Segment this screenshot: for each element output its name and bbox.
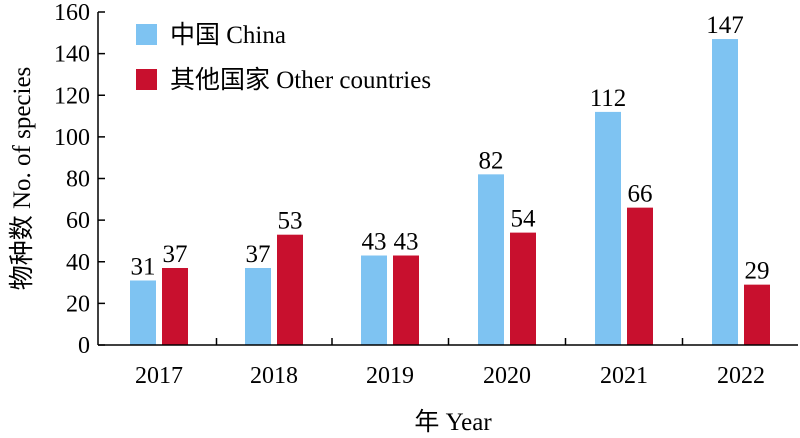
x-axis-ticks: 2017 2018 2019 2020 2021 2022 xyxy=(135,338,765,389)
data-label: 37 xyxy=(246,241,271,268)
data-label: 82 xyxy=(479,147,504,174)
y-tick-label: 160 xyxy=(54,0,90,26)
x-tick-label: 2018 xyxy=(250,363,298,389)
x-tick-label: 2019 xyxy=(366,363,414,389)
data-label: 53 xyxy=(278,208,303,235)
data-label: 43 xyxy=(394,229,419,256)
bar-other-countries xyxy=(510,232,536,345)
bar-china xyxy=(712,39,738,346)
bar-china xyxy=(361,255,387,345)
data-label: 43 xyxy=(362,229,387,256)
bar-other-countries xyxy=(277,234,303,345)
data-labels: 31 37 43 82 112 147 37 53 43 54 66 29 xyxy=(131,12,770,285)
y-axis-ticks: 0 20 40 60 80 100 120 140 160 xyxy=(54,0,105,359)
bars xyxy=(130,39,770,346)
x-axis-title: 年 Year xyxy=(414,408,492,436)
bar-china xyxy=(595,111,621,346)
legend: 中国 China 其他国家 Other countries xyxy=(136,21,431,94)
x-tick-label: 2022 xyxy=(717,363,765,389)
data-label: 66 xyxy=(628,181,653,208)
bar-china xyxy=(245,267,271,345)
x-tick-label: 2021 xyxy=(600,363,648,389)
y-tick-label: 140 xyxy=(54,42,90,68)
x-tick-label: 2020 xyxy=(483,363,531,389)
y-tick-label: 0 xyxy=(78,333,90,359)
y-axis-title: 物种数 No. of species xyxy=(8,67,36,291)
data-label: 29 xyxy=(745,258,770,285)
y-tick-label: 60 xyxy=(66,208,90,234)
y-tick-label: 20 xyxy=(66,291,90,317)
bar-china xyxy=(478,174,504,345)
bar-other-countries xyxy=(162,267,188,345)
legend-swatch xyxy=(136,69,157,90)
y-tick-label: 100 xyxy=(54,125,90,151)
legend-label: 中国 China xyxy=(170,21,286,49)
y-tick-label: 80 xyxy=(66,167,90,193)
data-label: 31 xyxy=(131,253,156,280)
x-tick-label: 2017 xyxy=(135,363,183,389)
data-label: 112 xyxy=(590,85,627,112)
data-label: 147 xyxy=(706,12,744,39)
legend-label: 其他国家 Other countries xyxy=(170,66,431,94)
y-tick-label: 40 xyxy=(66,250,90,276)
data-label: 54 xyxy=(511,206,537,233)
legend-swatch xyxy=(136,24,157,45)
y-tick-label: 120 xyxy=(54,83,90,109)
bar-china xyxy=(130,280,156,345)
bar-other-countries xyxy=(744,284,770,345)
bar-other-countries xyxy=(627,207,653,345)
data-label: 37 xyxy=(163,241,188,268)
bar-other-countries xyxy=(393,255,419,345)
